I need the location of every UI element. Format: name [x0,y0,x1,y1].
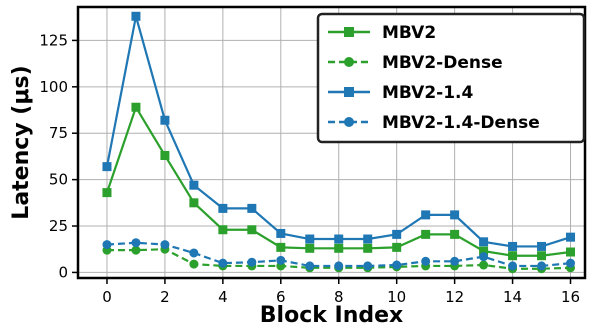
legend-marker [344,27,354,37]
data-point [218,258,228,268]
series-mbv2-1-4-dense [102,238,576,271]
axis-ticks: 0 2 4 6 8 10 12 14 16 0 25 50 75 100 125 [39,31,580,306]
data-point [334,234,344,244]
data-point [218,225,228,235]
series-mbv2-1-4 [102,11,576,251]
data-point [189,259,199,269]
data-point [131,238,141,248]
data-point [479,237,489,247]
x-tick-label: 10 [387,288,406,306]
data-point [479,252,489,262]
data-point [276,228,286,238]
legend-label: MBV2 [382,23,436,43]
x-tick-label: 0 [102,288,112,306]
data-point [189,180,199,190]
x-tick-label: 16 [561,288,580,306]
data-point [566,258,576,268]
data-point [392,242,402,252]
data-point [421,256,431,266]
data-point [102,240,112,250]
legend-label: MBV2-1.4-Dense [382,113,540,133]
y-tick-label: 25 [49,217,68,235]
data-point [363,261,373,271]
x-axis-title: Block Index [260,303,403,327]
data-point [247,257,257,267]
data-point [102,188,112,198]
y-axis-title: Latency (μs) [9,65,34,219]
legend-entry: MBV2-Dense [328,53,503,73]
data-point [392,229,402,239]
data-point [421,229,431,239]
data-point [363,243,373,253]
data-point [363,234,373,244]
legend-entry: MBV2-1.4-Dense [328,113,540,133]
x-tick-label: 4 [218,288,228,306]
data-point [508,261,518,271]
legend-entry: MBV2-1.4 [328,83,474,103]
data-point [276,242,286,252]
data-point [450,256,460,266]
data-point [508,251,518,261]
data-point [102,162,112,172]
legend-entry: MBV2 [328,23,436,43]
data-point [189,248,199,258]
x-tick-label: 14 [503,288,522,306]
x-tick-label: 8 [334,288,344,306]
data-point [450,210,460,220]
data-point [421,210,431,220]
data-point [305,243,315,253]
y-tick-label: 125 [39,31,68,49]
plot-frame [76,5,587,280]
data-point [305,234,315,244]
data-point [508,241,518,251]
series-mbv2 [102,102,576,261]
data-point [131,102,141,112]
legend-marker [344,87,354,97]
plot-series [102,11,576,274]
data-point [479,260,489,270]
data-point [131,245,141,255]
data-point [247,203,257,213]
data-point [276,255,286,265]
data-point [537,261,547,271]
data-point [160,115,170,125]
data-point [334,243,344,253]
y-tick-label: 50 [49,171,68,189]
legend: MBV2 MBV2-Dense MBV2-1.4 MBV2-1.4-Dense [316,12,586,144]
data-point [160,150,170,160]
data-point [566,247,576,257]
data-point [334,261,344,271]
x-tick-label: 6 [276,288,286,306]
data-point [160,240,170,250]
data-point [537,251,547,261]
y-tick-label: 0 [58,263,68,281]
data-point [566,232,576,242]
legend-marker [344,117,354,127]
x-tick-label: 2 [160,288,170,306]
y-tick-label: 100 [39,78,68,96]
legend-label: MBV2-Dense [382,53,503,73]
data-point [392,260,402,270]
legend-label: MBV2-1.4 [382,83,474,103]
data-point [247,225,257,235]
data-point [218,203,228,213]
legend-box [316,12,586,144]
data-point [305,261,315,271]
data-point [189,198,199,208]
data-point [450,229,460,239]
y-tick-label: 75 [49,124,68,142]
data-point [131,11,141,21]
legend-marker [344,57,354,67]
x-tick-label: 12 [445,288,464,306]
data-point [537,241,547,251]
